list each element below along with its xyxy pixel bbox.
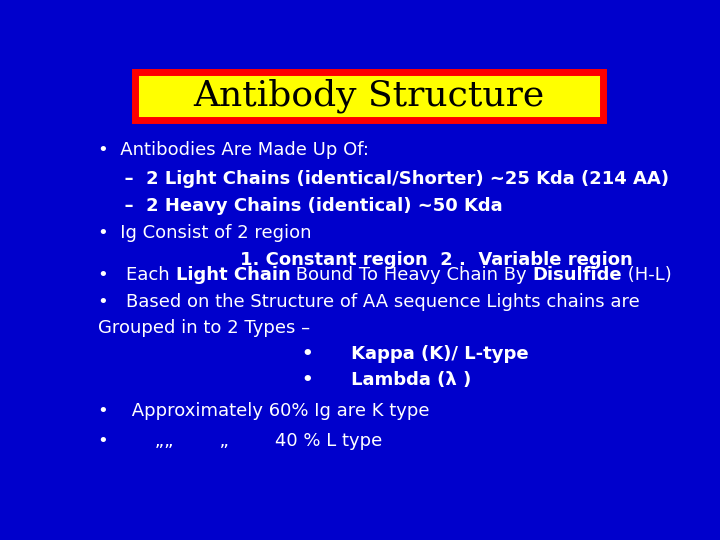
Text: Antibody Structure: Antibody Structure — [194, 79, 544, 113]
Text: •      Kappa (K)/ L-type: • Kappa (K)/ L-type — [302, 345, 528, 363]
Text: 1. Constant region  2 .  Variable region: 1. Constant region 2 . Variable region — [190, 251, 633, 269]
Text: •   Based on the Structure of AA sequence Lights chains are: • Based on the Structure of AA sequence … — [99, 293, 640, 311]
Text: •    Approximately 60% Ig are K type: • Approximately 60% Ig are K type — [99, 402, 430, 420]
Text: Light Chain: Light Chain — [176, 266, 290, 284]
Text: (H-L): (H-L) — [623, 266, 672, 284]
FancyBboxPatch shape — [135, 72, 603, 120]
Text: Bound To Heavy Chain By: Bound To Heavy Chain By — [290, 266, 533, 284]
Text: Disulfide: Disulfide — [533, 266, 623, 284]
Text: –  2 Light Chains (identical/Shorter) ~25 Kda (214 AA): – 2 Light Chains (identical/Shorter) ~25… — [112, 170, 670, 188]
Text: •        „„        „        40 % L type: • „„ „ 40 % L type — [99, 432, 382, 450]
Text: •   Each: • Each — [99, 266, 176, 284]
Text: •  Ig Consist of 2 region: • Ig Consist of 2 region — [99, 224, 312, 242]
Text: •  Antibodies Are Made Up Of:: • Antibodies Are Made Up Of: — [99, 141, 369, 159]
Text: •      Lambda (λ ): • Lambda (λ ) — [302, 370, 472, 389]
Text: Grouped in to 2 Types –: Grouped in to 2 Types – — [99, 319, 310, 336]
Text: –  2 Heavy Chains (identical) ~50 Kda: – 2 Heavy Chains (identical) ~50 Kda — [112, 197, 503, 215]
